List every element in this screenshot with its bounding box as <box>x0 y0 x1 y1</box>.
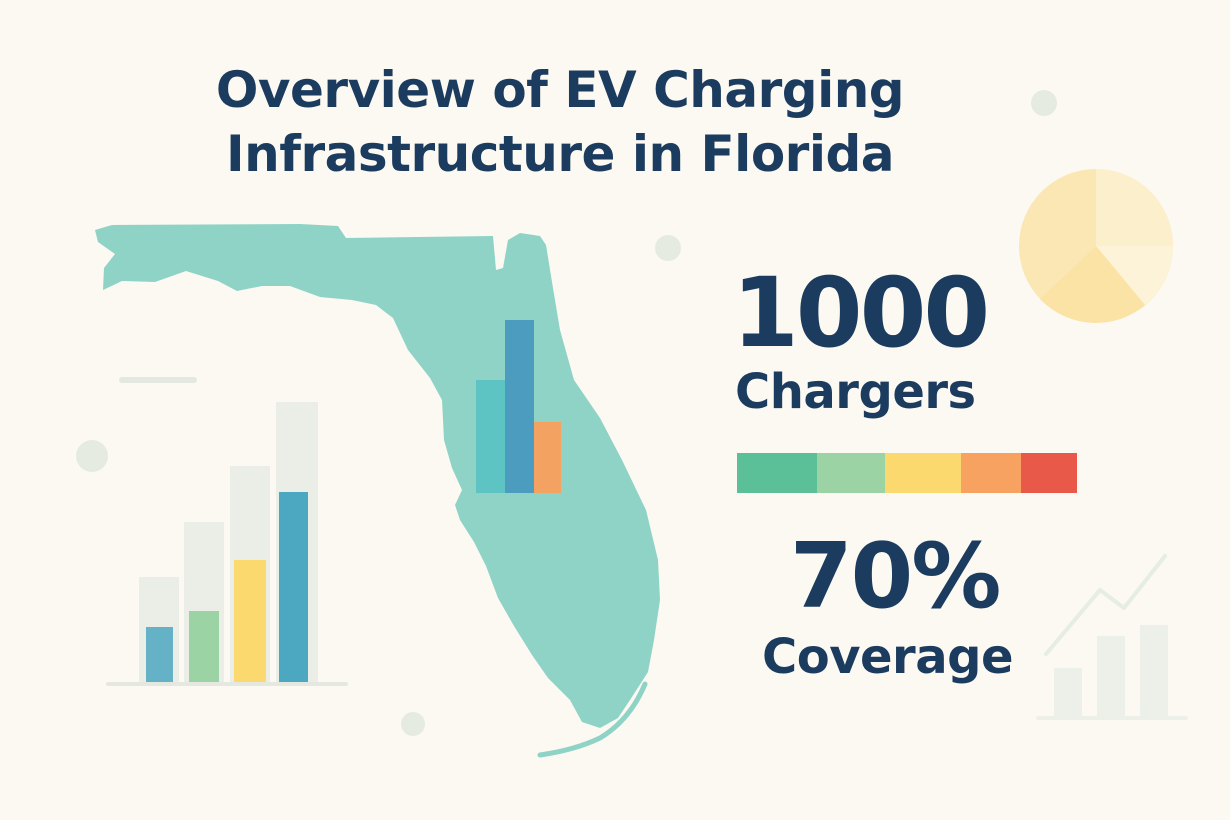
decor-dot <box>655 235 681 261</box>
color-scale-segment <box>961 453 1021 493</box>
chart-bar <box>189 611 219 682</box>
title-line-1: Overview of EV Charging <box>215 61 905 119</box>
color-scale-segment <box>817 453 885 493</box>
map-bar <box>476 380 505 493</box>
chart-bar <box>146 627 173 682</box>
color-scale-bar <box>737 453 1077 493</box>
decor-dot <box>401 712 425 736</box>
bar-chart-icon <box>106 377 348 686</box>
map-bar <box>534 422 561 493</box>
pie-slice <box>1096 169 1173 246</box>
page-title: Overview of EV Charging Infrastructure i… <box>110 58 1010 186</box>
trend-bar <box>1140 625 1168 718</box>
color-scale-segment <box>885 453 961 493</box>
chargers-label: Chargers <box>735 364 976 420</box>
florida-map-icon <box>95 224 660 758</box>
decor-dot <box>76 440 108 472</box>
florida-keys <box>537 681 648 758</box>
florida-state-shape <box>95 224 660 728</box>
pie-slice <box>1040 246 1145 323</box>
pie-chart-icon <box>1019 169 1173 323</box>
color-scale-segment <box>1021 453 1077 493</box>
trend-bar <box>1054 668 1082 718</box>
trend-chart-icon <box>1036 554 1188 720</box>
coverage-label: Coverage <box>762 629 1014 685</box>
trend-bar <box>1097 636 1125 718</box>
chargers-count: 1000 <box>732 257 990 369</box>
color-scale-segment <box>737 453 817 493</box>
chart-bar <box>234 560 266 682</box>
chart-bar <box>279 492 308 682</box>
pie-slice <box>1096 246 1173 305</box>
coverage-percent: 70% <box>790 524 1001 629</box>
trend-line <box>1044 554 1167 656</box>
title-line-2: Infrastructure in Florida <box>226 125 895 183</box>
decor-dot <box>1031 90 1057 116</box>
map-bar <box>505 320 534 493</box>
